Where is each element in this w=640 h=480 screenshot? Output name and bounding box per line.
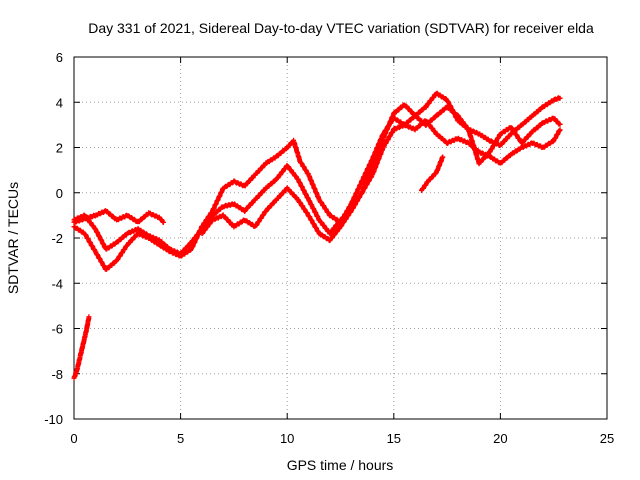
data-marks [71, 90, 563, 381]
x-tick-label: 20 [493, 431, 507, 446]
series-markers [71, 314, 92, 381]
x-tick-label: 5 [177, 431, 184, 446]
series-markers [419, 154, 446, 193]
y-tick-label: -4 [51, 276, 63, 291]
x-tick-label: 15 [387, 431, 401, 446]
series-track-3 [199, 102, 563, 244]
y-tick-label: 6 [56, 50, 63, 65]
y-tick-label: -8 [51, 367, 63, 382]
series-late-fragment [419, 154, 446, 193]
chart-title: Day 331 of 2021, Sidereal Day-to-day VTE… [88, 20, 594, 36]
y-axis-label: SDTVAR / TECUs [5, 182, 21, 294]
x-axis: 0 5 10 15 20 25 [70, 57, 614, 446]
y-tick-label: -10 [44, 412, 63, 427]
x-tick-label: 10 [280, 431, 294, 446]
series-early-segment [71, 314, 92, 381]
y-tick-label: -6 [51, 322, 63, 337]
x-tick-label: 0 [70, 431, 77, 446]
x-tick-label: 25 [600, 431, 614, 446]
y-axis: -10 -8 -6 -4 -2 0 2 4 6 [44, 50, 607, 427]
y-tick-label: 0 [56, 186, 63, 201]
y-tick-label: -2 [51, 231, 63, 246]
y-tick-label: 2 [56, 141, 63, 156]
y-tick-label: 4 [56, 95, 63, 110]
series-markers [199, 102, 563, 244]
x-axis-label: GPS time / hours [287, 457, 394, 473]
